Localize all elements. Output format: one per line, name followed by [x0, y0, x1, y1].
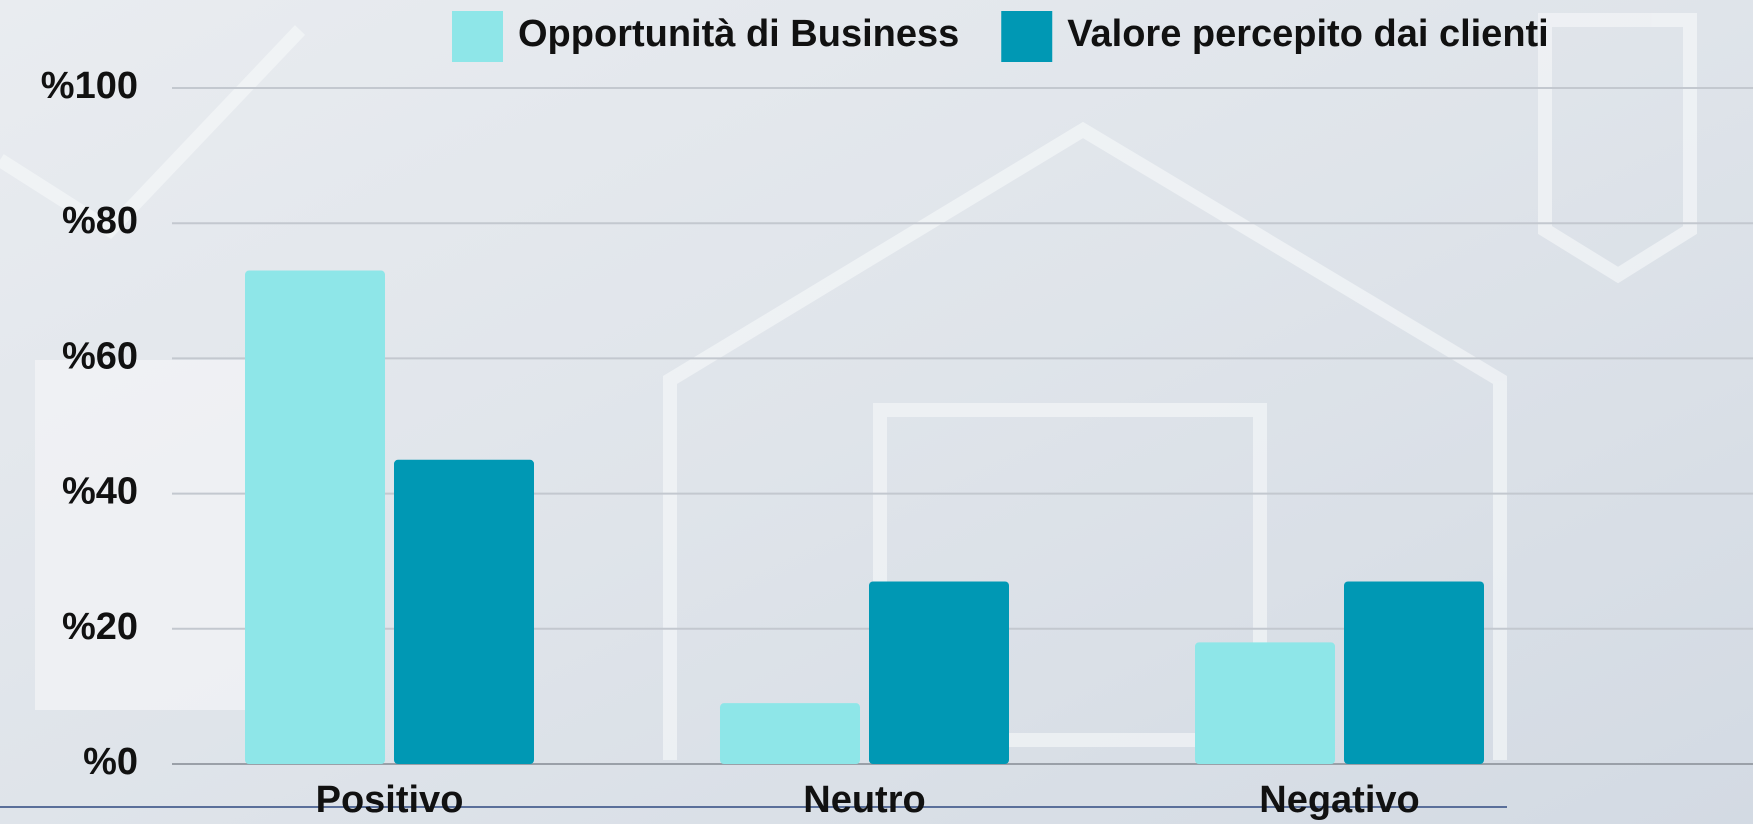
x-tick-label: Positivo [316, 779, 464, 821]
legend-label: Valore percepito dai clienti [1067, 13, 1549, 55]
bar [394, 460, 534, 764]
bar [869, 581, 1009, 764]
x-tick-label: Neutro [803, 779, 925, 821]
y-tick-label: %60 [62, 335, 138, 377]
legend-swatch [1001, 11, 1052, 62]
bar [245, 271, 385, 764]
x-tick-label: Negativo [1259, 779, 1419, 821]
page: {"chart_data": {"type": "bar", "categori… [0, 0, 1753, 824]
bar [1195, 642, 1335, 764]
legend-label: Opportunità di Business [518, 13, 959, 55]
y-tick-label: %40 [62, 471, 138, 513]
chart: %0 %20 %40 %60 %80 %100 Positivo Neutro Negativo… [0, 0, 1753, 824]
y-tick-label: %100 [41, 65, 138, 107]
bar [720, 703, 860, 764]
y-tick-label: %20 [62, 606, 138, 648]
legend-swatch [452, 11, 503, 62]
y-tick-label: %80 [62, 200, 138, 242]
y-tick-label: %0 [83, 741, 138, 783]
bar [1344, 581, 1484, 764]
